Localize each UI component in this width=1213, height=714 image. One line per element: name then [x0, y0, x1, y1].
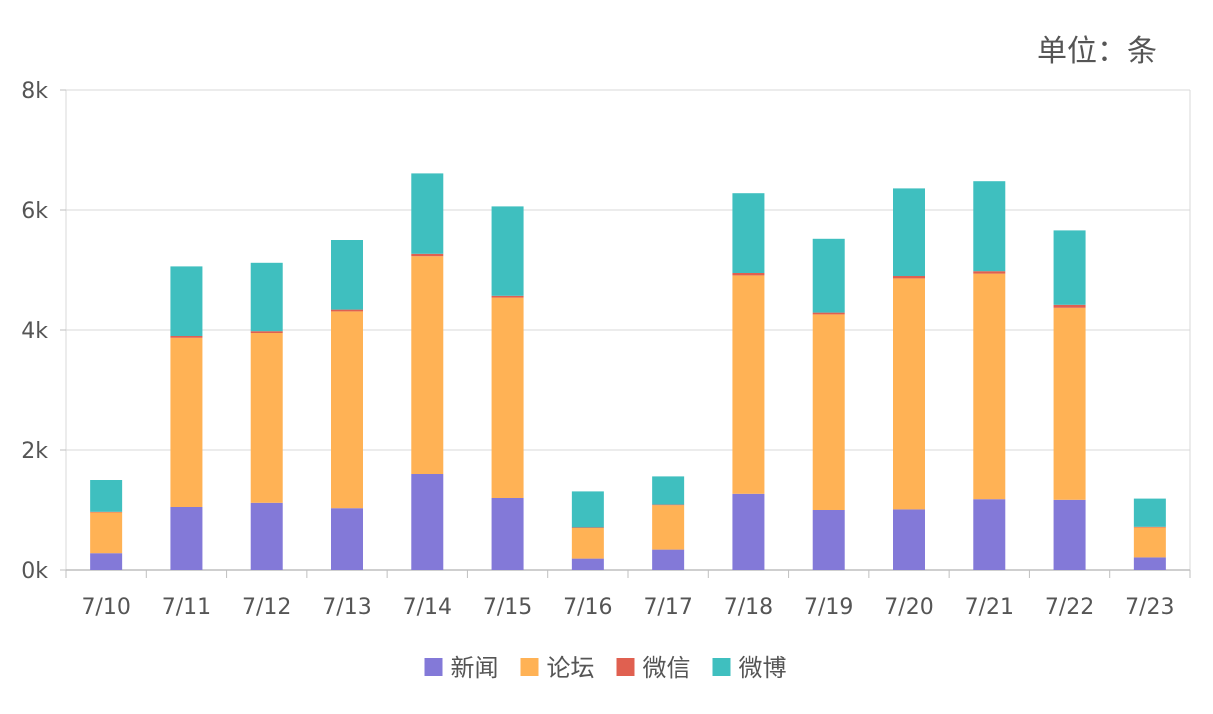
- bar-segment-2: [973, 273, 1006, 500]
- bar-segment-1: [491, 498, 524, 570]
- bar-segment-4: [973, 181, 1006, 272]
- bar-segment-2: [1053, 307, 1086, 500]
- bar-segment-3: [973, 271, 1006, 274]
- bar-segment-4: [1053, 230, 1086, 305]
- bar-segment-2: [732, 275, 765, 494]
- bar-segment-4: [250, 262, 283, 332]
- x-tick-label: 7/10: [81, 595, 130, 620]
- bar-segment-4: [90, 480, 123, 512]
- bar-segment-2: [571, 528, 604, 559]
- x-tick-label: 7/13: [322, 595, 371, 620]
- y-tick-label: 0k: [21, 559, 48, 584]
- bar-segment-4: [812, 238, 845, 313]
- bars: [90, 173, 1166, 570]
- bar-segment-4: [652, 476, 685, 505]
- bar-segment-2: [491, 297, 524, 498]
- x-tick-labels: 7/10 7/11 7/12 7/13 7/14 7/15 7/16 7/17 7/18 7/19…: [81, 595, 1174, 620]
- x-tick-label: 7/11: [162, 595, 211, 620]
- y-tick-label: 4k: [21, 319, 48, 344]
- bar-segment-4: [1133, 498, 1166, 527]
- legend-label: 微信: [643, 654, 691, 682]
- bar-segment-2: [893, 278, 925, 510]
- bar-segment-2: [250, 333, 283, 503]
- x-tick-label: 7/12: [242, 595, 291, 620]
- legend-swatch: [520, 658, 539, 676]
- x-tick-label: 7/22: [1045, 595, 1094, 620]
- bar-segment-3: [732, 273, 765, 276]
- bar-segment-1: [652, 549, 685, 570]
- legend-swatch: [424, 658, 443, 676]
- y-tick-label: 8k: [21, 79, 48, 104]
- bar-segment-4: [411, 173, 444, 254]
- bar-segment-3: [250, 331, 283, 333]
- bar-segment-4: [331, 240, 363, 310]
- legend-label: 新闻: [451, 654, 499, 682]
- bar-segment-3: [491, 295, 524, 298]
- x-tick-label: 7/14: [403, 595, 452, 620]
- bar-segment-1: [411, 474, 444, 570]
- bar-segment-1: [732, 493, 765, 570]
- bar-segment-1: [331, 508, 363, 570]
- x-tick-label: 7/16: [563, 595, 612, 620]
- x-tick-label: 7/21: [965, 595, 1014, 620]
- x-tick-label: 7/19: [804, 595, 853, 620]
- bar-segment-1: [812, 510, 845, 570]
- x-tick-label: 7/20: [884, 595, 933, 620]
- bar-segment-2: [411, 256, 444, 474]
- bar-segment-3: [1133, 526, 1166, 528]
- legend-swatch: [712, 658, 731, 676]
- bar-segment-3: [331, 309, 363, 312]
- bar-segment-1: [571, 558, 604, 570]
- legend-swatch: [616, 658, 635, 676]
- x-tick-label: 7/15: [483, 595, 532, 620]
- y-tick-label: 6k: [21, 199, 48, 224]
- bar-segment-4: [491, 206, 524, 296]
- bar-segment-3: [170, 336, 203, 338]
- bar-segment-3: [812, 312, 845, 315]
- legend: 新闻 论坛 微信 微博: [424, 654, 787, 682]
- bar-segment-1: [90, 553, 123, 570]
- y-tick-labels: 0k 2k 4k 6k 8k: [21, 79, 48, 584]
- unit-label: 单位：条: [1037, 34, 1157, 69]
- axes: [60, 89, 1191, 578]
- bar-segment-4: [571, 491, 604, 528]
- x-tick-label: 7/18: [724, 595, 773, 620]
- bar-segment-1: [893, 509, 925, 570]
- bar-segment-2: [652, 505, 685, 550]
- bar-segment-2: [90, 512, 123, 554]
- bar-segment-1: [170, 507, 203, 570]
- bar-segment-1: [1053, 499, 1086, 570]
- bar-segment-2: [812, 314, 845, 510]
- bar-segment-1: [250, 502, 283, 570]
- bar-segment-1: [973, 499, 1006, 570]
- bar-segment-1: [1133, 557, 1166, 570]
- legend-label: 论坛: [547, 654, 595, 682]
- legend-label: 微博: [739, 654, 787, 682]
- bar-segment-2: [1133, 527, 1166, 558]
- bar-segment-3: [1053, 304, 1086, 308]
- bar-segment-3: [90, 511, 123, 513]
- bar-segment-2: [331, 311, 363, 509]
- y-tick-label: 2k: [21, 439, 48, 464]
- x-tick-label: 7/23: [1125, 595, 1174, 620]
- bar-segment-4: [732, 193, 765, 273]
- bar-segment-3: [571, 527, 604, 528]
- bar-segment-3: [652, 504, 685, 506]
- grid-lines: [66, 89, 1190, 451]
- bar-segment-3: [893, 276, 925, 279]
- bar-segment-4: [893, 188, 925, 276]
- bar-segment-2: [170, 337, 203, 507]
- bar-segment-4: [170, 266, 203, 336]
- x-tick-label: 7/17: [643, 595, 692, 620]
- bar-segment-3: [411, 253, 444, 257]
